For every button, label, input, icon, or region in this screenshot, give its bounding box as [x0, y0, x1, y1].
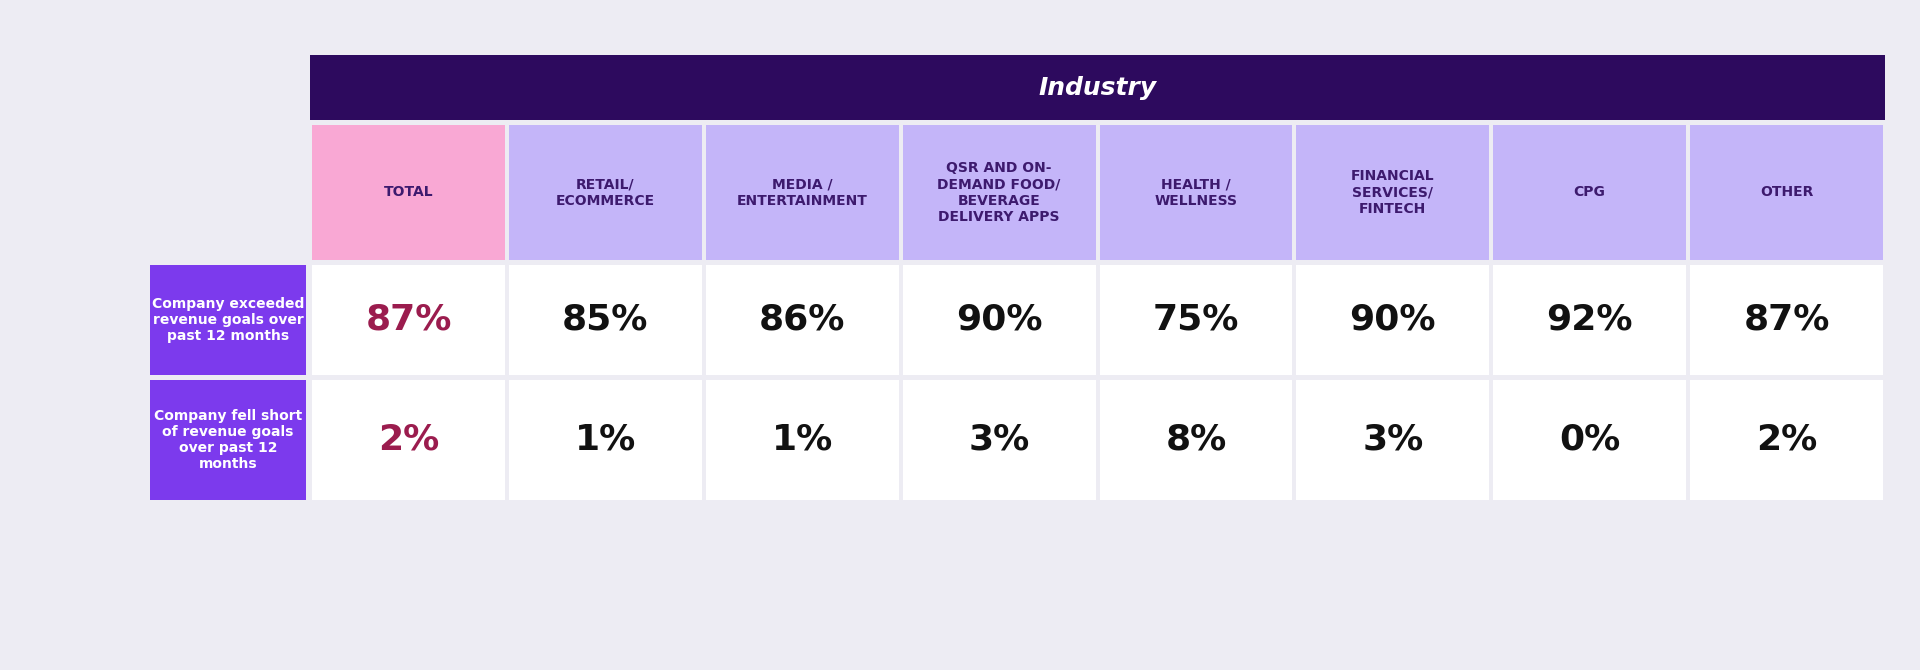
FancyBboxPatch shape [509, 265, 701, 375]
FancyBboxPatch shape [309, 55, 1885, 120]
FancyBboxPatch shape [707, 380, 899, 500]
Text: 90%: 90% [956, 303, 1043, 337]
Text: Company exceeded
revenue goals over
past 12 months: Company exceeded revenue goals over past… [152, 297, 303, 343]
FancyBboxPatch shape [311, 265, 505, 375]
FancyBboxPatch shape [1296, 265, 1490, 375]
Text: 2%: 2% [1757, 423, 1816, 457]
FancyBboxPatch shape [1100, 380, 1292, 500]
FancyBboxPatch shape [1296, 380, 1490, 500]
Text: 90%: 90% [1350, 303, 1436, 337]
Text: 2%: 2% [378, 423, 440, 457]
FancyBboxPatch shape [1690, 265, 1884, 375]
Text: Company fell short
of revenue goals
over past 12
months: Company fell short of revenue goals over… [154, 409, 301, 471]
Text: Industry: Industry [1039, 76, 1156, 100]
FancyBboxPatch shape [150, 265, 305, 375]
FancyBboxPatch shape [1494, 125, 1686, 260]
FancyBboxPatch shape [707, 265, 899, 375]
Text: 1%: 1% [772, 423, 833, 457]
FancyBboxPatch shape [902, 380, 1096, 500]
Text: 0%: 0% [1559, 423, 1620, 457]
FancyBboxPatch shape [902, 125, 1096, 260]
FancyBboxPatch shape [707, 125, 899, 260]
Text: 86%: 86% [758, 303, 845, 337]
Text: 85%: 85% [563, 303, 649, 337]
FancyBboxPatch shape [902, 265, 1096, 375]
FancyBboxPatch shape [150, 380, 305, 500]
FancyBboxPatch shape [1494, 380, 1686, 500]
FancyBboxPatch shape [1296, 125, 1490, 260]
Text: QSR AND ON-
DEMAND FOOD/
BEVERAGE
DELIVERY APPS: QSR AND ON- DEMAND FOOD/ BEVERAGE DELIVE… [937, 161, 1060, 224]
Text: CPG: CPG [1574, 186, 1605, 200]
Text: 87%: 87% [1743, 303, 1830, 337]
Text: 8%: 8% [1165, 423, 1227, 457]
FancyBboxPatch shape [1100, 125, 1292, 260]
Text: 75%: 75% [1152, 303, 1238, 337]
FancyBboxPatch shape [1494, 265, 1686, 375]
Text: FINANCIAL
SERVICES/
FINTECH: FINANCIAL SERVICES/ FINTECH [1352, 170, 1434, 216]
Text: 3%: 3% [1361, 423, 1423, 457]
Text: MEDIA /
ENTERTAINMENT: MEDIA / ENTERTAINMENT [737, 178, 868, 208]
Text: 3%: 3% [968, 423, 1029, 457]
Text: TOTAL: TOTAL [384, 186, 434, 200]
FancyBboxPatch shape [509, 125, 701, 260]
FancyBboxPatch shape [311, 380, 505, 500]
Text: 92%: 92% [1546, 303, 1632, 337]
Text: 87%: 87% [365, 303, 451, 337]
FancyBboxPatch shape [1690, 380, 1884, 500]
FancyBboxPatch shape [311, 125, 505, 260]
FancyBboxPatch shape [509, 380, 701, 500]
Text: HEALTH /
WELLNESS: HEALTH / WELLNESS [1154, 178, 1236, 208]
Text: OTHER: OTHER [1761, 186, 1812, 200]
Text: RETAIL/
ECOMMERCE: RETAIL/ ECOMMERCE [555, 178, 655, 208]
Text: 1%: 1% [574, 423, 636, 457]
FancyBboxPatch shape [1690, 125, 1884, 260]
FancyBboxPatch shape [1100, 265, 1292, 375]
